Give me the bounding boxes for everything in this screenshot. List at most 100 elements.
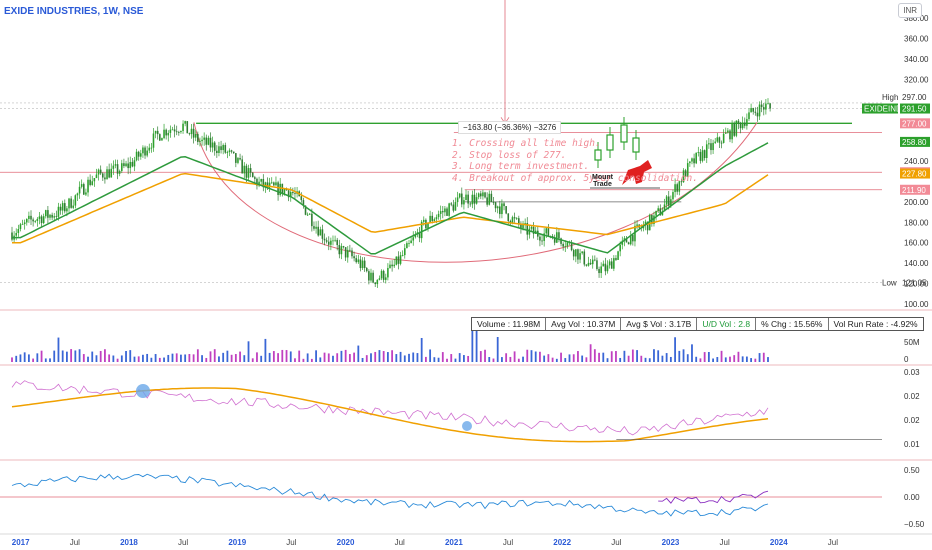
candle-body [539,236,541,241]
price-axis-tick: 240.00 [904,157,929,166]
candle-body [273,182,275,186]
candle-body [25,218,28,223]
volume-bar [36,353,39,362]
candle-body [403,248,406,256]
candle-body [161,138,163,141]
volume-bar [513,351,516,362]
candle-body [156,130,159,135]
candle-body [714,141,717,143]
volume-bar [479,351,482,362]
candle-body [454,202,457,211]
volume-bar [543,355,546,362]
osc-axis-tick: −0.50 [904,520,925,529]
candle-body [140,153,142,157]
candle-body [125,163,127,167]
candle-body [334,239,336,241]
candle-body [251,172,254,178]
candle-body [439,211,442,214]
stat-avg-dollar-vol: Avg $ Vol : 3.17B [621,318,698,330]
volume-bar [758,353,761,362]
volume-bar [310,358,313,362]
stat-avg-vol: Avg Vol : 10.37M [546,318,622,330]
volume-bar [699,358,702,362]
candle-body [465,194,467,201]
volume-bar [171,353,174,362]
volume-bar [294,358,296,362]
candle-body [182,123,184,131]
volume-bar [648,358,651,362]
candle-body [95,174,98,179]
volume-bar [762,352,765,362]
note-line-4: 4. Breakout of approx. 5year consolidati… [452,172,698,184]
candle-body [150,147,153,149]
candle-body [710,143,712,151]
symbol-title[interactable]: EXIDE INDUSTRIES, 1W, NSE [4,6,144,17]
candle-body [370,272,372,281]
candle-body [587,262,590,266]
price-label-price: 291.50 [902,105,927,114]
candle-body [729,130,731,140]
candle-body [556,232,558,243]
candle-body [389,264,391,268]
candle-body [323,238,326,241]
candle-body [494,202,497,209]
volume-bar [729,356,731,362]
candle-body [21,223,24,225]
volume-bar [19,354,22,362]
candle-body [32,219,34,222]
candle-body [604,263,607,272]
currency-label[interactable]: INR [898,3,922,18]
volume-bar [598,352,600,362]
candle-body [492,202,495,203]
volume-bar [551,357,554,362]
volume-bar [175,353,178,362]
volume-bar [657,350,660,362]
volume-bar [133,356,136,362]
candle-body [448,203,450,216]
volume-bar [23,352,26,362]
candle-body [503,203,505,207]
volume-bar [332,355,334,362]
volume-bar [298,350,301,362]
candle-body [38,216,41,219]
volume-bar [205,357,208,362]
candle-body [15,232,18,236]
candle-body [338,245,341,255]
candle-body [541,240,543,242]
candle-body [355,258,358,263]
candle-body [712,142,714,151]
rs-axis-tick: 0.03 [904,368,920,377]
price-label-box [900,184,930,195]
time-axis-tick: 2021 [445,538,463,547]
candle-body [406,243,408,249]
volume-bar [260,355,263,362]
volume-bar [610,351,613,362]
candle-body [199,141,201,142]
candle-body [543,233,545,241]
volume-bar [256,352,258,362]
volume-bar [564,358,567,362]
candle-body [142,147,144,154]
volume-bar [374,351,377,362]
volume-bar [344,349,347,362]
volume-bar [424,356,427,362]
candle-body [708,143,710,145]
candle-body [471,194,474,205]
candle-body [89,179,91,185]
volume-bar [180,354,182,362]
candle-body [496,206,499,209]
volume-bar [99,350,102,362]
volume-bar [378,350,381,362]
candle-body [473,194,476,204]
candle-body [112,165,115,169]
time-axis-tick: 2020 [337,538,355,547]
candle-body [224,145,227,153]
candle-body [78,186,81,194]
candle-body [275,182,277,186]
volume-bar [741,356,744,362]
price-axis-tick: 360.00 [904,35,929,44]
candle-body [741,122,744,129]
candle-body [520,224,522,229]
volume-bar [272,351,275,362]
